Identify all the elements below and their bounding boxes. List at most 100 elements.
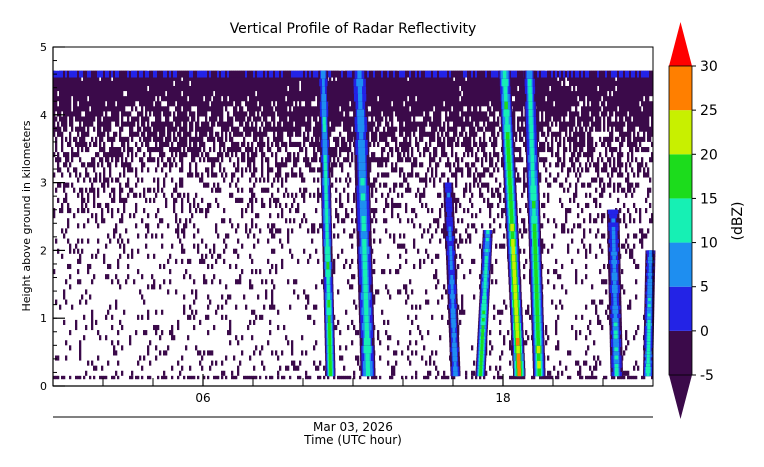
reflectivity-cell	[95, 213, 98, 224]
reflectivity-cell	[113, 228, 116, 239]
shaft-cell	[327, 284, 330, 293]
reflectivity-cell	[65, 355, 68, 361]
reflectivity-cell	[391, 106, 394, 142]
reflectivity-cell	[205, 253, 208, 259]
reflectivity-cell	[435, 365, 438, 371]
reflectivity-cell	[237, 70, 240, 107]
shaft-cell	[537, 368, 541, 377]
reflectivity-cell	[255, 314, 258, 320]
reflectivity-cell	[203, 350, 206, 356]
shaft-cell	[505, 124, 509, 133]
reflectivity-cell	[115, 70, 118, 78]
reflectivity-cell	[445, 162, 448, 168]
reflectivity-cell	[83, 162, 86, 168]
reflectivity-cell	[335, 187, 338, 193]
reflectivity-cell	[109, 238, 112, 244]
reflectivity-cell	[605, 289, 608, 295]
reflectivity-cell	[231, 116, 234, 132]
reflectivity-cell	[577, 131, 580, 137]
reflectivity-cell	[379, 131, 382, 142]
reflectivity-cell	[271, 70, 274, 78]
reflectivity-cell	[373, 228, 376, 234]
reflectivity-cell	[421, 162, 424, 168]
reflectivity-cell	[343, 228, 346, 234]
reflectivity-cell	[149, 360, 152, 366]
shaft-cell	[360, 185, 365, 194]
reflectivity-cell	[81, 294, 84, 300]
reflectivity-cell	[611, 375, 614, 380]
reflectivity-cell	[209, 365, 212, 371]
reflectivity-cell	[581, 126, 584, 153]
reflectivity-cell	[125, 121, 128, 127]
reflectivity-cell	[575, 172, 578, 178]
reflectivity-cell	[305, 121, 308, 132]
reflectivity-cell	[295, 172, 298, 178]
reflectivity-cell	[561, 284, 564, 290]
shaft-cell	[513, 276, 517, 285]
reflectivity-cell	[473, 70, 476, 78]
reflectivity-cell	[285, 70, 288, 78]
reflectivity-cell	[347, 70, 350, 78]
reflectivity-cell	[143, 162, 146, 168]
reflectivity-cell	[567, 85, 570, 112]
reflectivity-cell	[545, 340, 548, 346]
reflectivity-cell	[189, 218, 192, 224]
shaft-cell	[531, 177, 535, 186]
reflectivity-cell	[415, 213, 418, 219]
reflectivity-cell	[107, 263, 110, 270]
reflectivity-cell	[479, 375, 482, 380]
reflectivity-cell	[235, 197, 238, 203]
reflectivity-cell	[305, 70, 308, 78]
reflectivity-cell	[143, 208, 146, 214]
shaft-cell	[447, 206, 451, 212]
reflectivity-cell	[105, 70, 108, 78]
reflectivity-cell	[635, 70, 638, 127]
reflectivity-cell	[69, 274, 72, 280]
reflectivity-cell	[437, 218, 440, 229]
reflectivity-cell	[623, 370, 626, 376]
reflectivity-cell	[287, 172, 290, 178]
reflectivity-cell	[239, 70, 242, 78]
reflectivity-cell	[593, 177, 596, 183]
reflectivity-cell	[315, 340, 318, 346]
reflectivity-cell	[301, 172, 304, 183]
reflectivity-cell	[581, 167, 584, 173]
reflectivity-cell	[181, 355, 184, 361]
reflectivity-cell	[263, 365, 266, 371]
reflectivity-cell	[233, 248, 236, 254]
reflectivity-cell	[343, 218, 346, 224]
shaft-cell	[453, 346, 456, 352]
reflectivity-cell	[389, 70, 392, 122]
reflectivity-cell	[187, 314, 190, 320]
reflectivity-cell	[625, 345, 628, 351]
reflectivity-cell	[221, 172, 224, 178]
reflectivity-cell	[309, 162, 312, 173]
reflectivity-cell	[205, 70, 208, 137]
reflectivity-cell	[55, 238, 58, 244]
reflectivity-cell	[459, 70, 462, 78]
reflectivity-cell	[77, 279, 80, 285]
shaft-cell	[486, 230, 490, 234]
reflectivity-cell	[223, 238, 226, 244]
reflectivity-cell	[585, 248, 588, 259]
reflectivity-cell	[259, 116, 262, 122]
shaft-cell	[534, 269, 538, 277]
reflectivity-cell	[591, 284, 594, 290]
reflectivity-cell	[235, 279, 238, 285]
reflectivity-cell	[547, 218, 550, 224]
reflectivity-cell	[411, 218, 414, 224]
reflectivity-cell	[369, 111, 372, 117]
reflectivity-cell	[383, 157, 386, 163]
reflectivity-cell	[207, 152, 210, 163]
reflectivity-cell	[273, 197, 276, 203]
reflectivity-cell	[271, 167, 274, 173]
reflectivity-cell	[417, 141, 420, 153]
shaft-cell	[326, 246, 329, 255]
reflectivity-cell	[337, 319, 340, 325]
reflectivity-cell	[469, 182, 472, 193]
reflectivity-cell	[153, 177, 156, 183]
reflectivity-cell	[323, 375, 326, 380]
reflectivity-cell	[573, 70, 576, 107]
reflectivity-cell	[625, 192, 628, 198]
shaft-cell	[534, 276, 538, 285]
